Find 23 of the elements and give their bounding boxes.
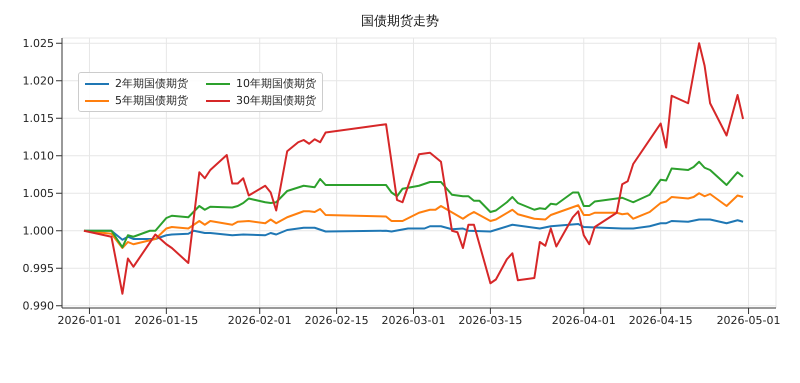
- x-tick-label: 2026-02-15: [304, 314, 369, 327]
- x-tick-label: 2026-04-01: [552, 314, 616, 327]
- y-tick-label: 1.005: [22, 187, 54, 200]
- legend-label: 30年期国债期货: [236, 93, 316, 108]
- x-tick-label: 2026-01-01: [57, 314, 122, 327]
- y-tick-label: 1.015: [22, 112, 54, 126]
- legend-label: 5年期国债期货: [115, 93, 188, 108]
- x-tick-label: 2026-02-01: [228, 314, 292, 327]
- y-tick-label: 0.995: [22, 262, 54, 276]
- x-tick-label: 2026-01-15: [134, 314, 198, 327]
- y-tick-label: 1.000: [22, 224, 54, 238]
- y-tick-label: 1.020: [22, 74, 54, 88]
- x-tick-label: 2026-03-15: [458, 314, 522, 327]
- legend-label: 10年期国债期货: [236, 76, 316, 91]
- x-tick-label: 2026-05-01: [716, 314, 781, 327]
- legend-label: 2年期国债期货: [115, 76, 188, 91]
- chart-title: 国债期货走势: [360, 13, 440, 31]
- y-tick-label: 1.025: [22, 37, 54, 50]
- line-series: [82, 42, 744, 295]
- x-tick-label: 2026-03-01: [382, 314, 446, 327]
- y-tick-label: 0.990: [22, 300, 54, 313]
- y-tick-label: 1.010: [22, 150, 54, 163]
- x-tick-label: 2026-04-15: [628, 314, 693, 327]
